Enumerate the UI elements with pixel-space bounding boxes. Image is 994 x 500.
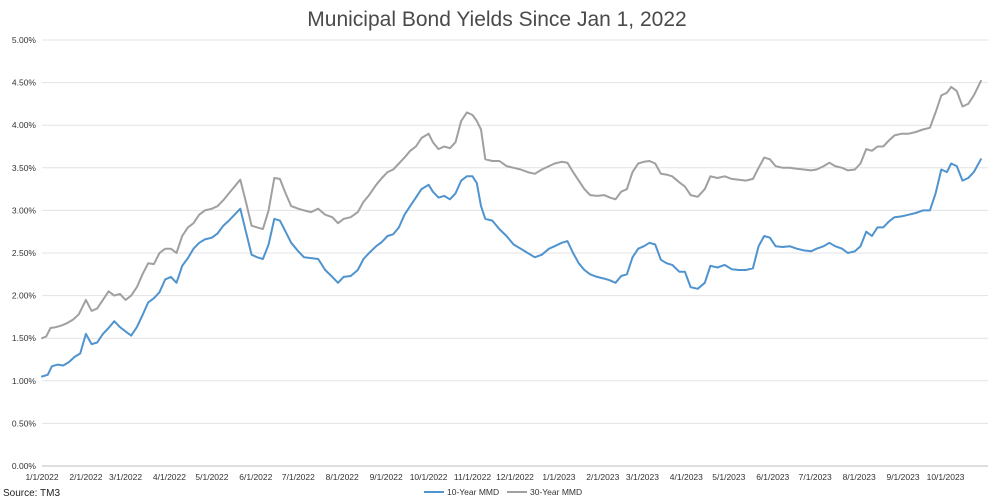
y-tick-label: 2.00% [12,291,37,301]
y-tick-label: 0.00% [12,461,37,471]
y-tick-label: 0.50% [12,418,37,428]
x-tick-label: 4/1/2023 [670,472,703,482]
legend-label: 30-Year MMD [530,487,582,497]
y-tick-label: 1.00% [12,376,37,386]
legend: 10-Year MMD 30-Year MMD [424,487,582,497]
x-tick-label: 5/1/2023 [712,472,745,482]
x-tick-label: 1/1/2023 [542,472,575,482]
y-tick-label: 3.00% [12,205,37,215]
x-tick-label: 10/1/2022 [410,472,448,482]
gridlines [42,39,988,467]
legend-label: 10-Year MMD [447,487,499,497]
x-tick-label: 3/1/2023 [626,472,659,482]
x-tick-label: 8/1/2023 [843,472,876,482]
x-tick-label: 6/1/2023 [756,472,789,482]
y-tick-label: 1.50% [12,333,37,343]
x-tick-label: 7/1/2023 [799,472,832,482]
x-axis: 1/1/2022 2/1/2022 3/1/2022 4/1/2022 5/1/2022… [25,472,964,482]
y-tick-label: 5.00% [12,35,37,45]
y-tick-label: 4.00% [12,120,37,130]
x-tick-label: 9/1/2022 [370,472,403,482]
x-tick-label: 12/1/2022 [496,472,534,482]
y-tick-label: 2.50% [12,248,37,258]
x-tick-label: 4/1/2022 [153,472,186,482]
y-tick-label: 4.50% [12,78,37,88]
series-lines [41,79,982,378]
series-line-10-year-mmd [41,158,982,378]
x-tick-label: 7/1/2022 [282,472,315,482]
x-tick-label: 5/1/2022 [195,472,228,482]
source-note: Source: TM3 [3,488,60,499]
x-tick-label: 9/1/2023 [886,472,919,482]
chart-title: Municipal Bond Yields Since Jan 1, 2022 [307,8,686,31]
x-tick-label: 2/1/2022 [69,472,102,482]
x-tick-label: 8/1/2022 [326,472,359,482]
x-tick-label: 3/1/2022 [109,472,142,482]
x-tick-label: 1/1/2022 [25,472,58,482]
x-tick-label: 2/1/2023 [586,472,619,482]
series-line-30-year-mmd [41,79,982,340]
y-axis: 0.00% 0.50% 1.00% 1.50% 2.00% 2.50% 3.00% 3.50%… [12,35,37,471]
y-tick-label: 3.50% [12,163,37,173]
x-tick-label: 10/1/2023 [927,472,965,482]
x-tick-label: 6/1/2022 [239,472,272,482]
x-tick-label: 11/1/2022 [454,472,491,482]
